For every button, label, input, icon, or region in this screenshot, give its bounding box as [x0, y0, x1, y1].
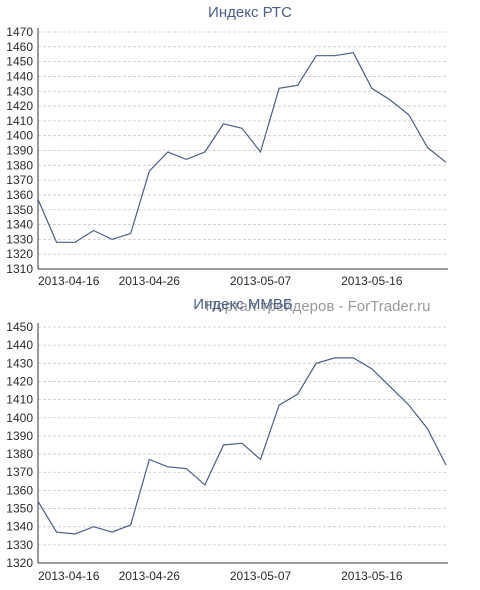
- watermark-text: Портал трейдеров - ForTrader.ru: [206, 298, 431, 315]
- y-tick-label: 1360: [6, 188, 33, 202]
- y-tick-label: 1340: [6, 218, 33, 232]
- y-tick-label: 1400: [6, 129, 33, 143]
- y-tick-label: 1440: [6, 338, 33, 352]
- chart-2-title: Индекс ММВБ: [193, 296, 293, 313]
- y-tick-label: 1370: [6, 173, 33, 187]
- y-tick-label: 1380: [6, 158, 33, 172]
- y-tick-label: 1420: [6, 374, 33, 388]
- y-tick-label: 1310: [6, 262, 33, 276]
- x-tick-label: 2013-04-26: [119, 274, 181, 288]
- y-tick-label: 1350: [6, 203, 33, 217]
- y-tick-label: 1450: [6, 320, 33, 334]
- y-tick-label: 1430: [6, 356, 33, 370]
- x-tick-label: 2013-04-16: [38, 274, 100, 288]
- x-tick-label: 2013-05-07: [230, 274, 292, 288]
- x-tick-label: 2013-04-26: [119, 569, 181, 583]
- y-tick-label: 1410: [6, 393, 33, 407]
- series-line: [37, 52, 447, 243]
- chart-1-title: Индекс РТС: [208, 4, 292, 21]
- x-tick-label: 2013-05-07: [230, 569, 292, 583]
- y-tick-label: 1450: [6, 55, 33, 69]
- y-tick-label: 1380: [6, 447, 33, 461]
- chart-2-micex-index: 1320 1330 1340 1350 1360 1370 1380 1390 1400 1410…: [6, 320, 448, 583]
- x-tick-label: 2013-04-16: [38, 569, 100, 583]
- y-tick-label: 1320: [6, 247, 33, 261]
- y-tick-label: 1350: [6, 502, 33, 516]
- y-tick-label: 1330: [6, 232, 33, 246]
- chart-1-rts-index: 1310132013301340135013601370138013901400…: [6, 25, 448, 288]
- y-tick-label: 1470: [6, 25, 33, 39]
- y-tick-label: 1370: [6, 465, 33, 479]
- y-tick-label: 1360: [6, 483, 33, 497]
- y-tick-label: 1430: [6, 84, 33, 98]
- y-tick-label: 1340: [6, 520, 33, 534]
- series-line: [37, 357, 447, 535]
- y-tick-label: 1390: [6, 144, 33, 158]
- y-tick-label: 1320: [6, 556, 33, 570]
- y-tick-label: 1440: [6, 69, 33, 83]
- y-tick-label: 1400: [6, 411, 33, 425]
- y-tick-label: 1460: [6, 40, 33, 54]
- y-tick-label: 1420: [6, 99, 33, 113]
- x-tick-label: 2013-05-16: [341, 274, 403, 288]
- y-tick-label: 1410: [6, 114, 33, 128]
- y-tick-label: 1390: [6, 429, 33, 443]
- x-tick-label: 2013-05-16: [341, 569, 403, 583]
- y-tick-label: 1330: [6, 538, 33, 552]
